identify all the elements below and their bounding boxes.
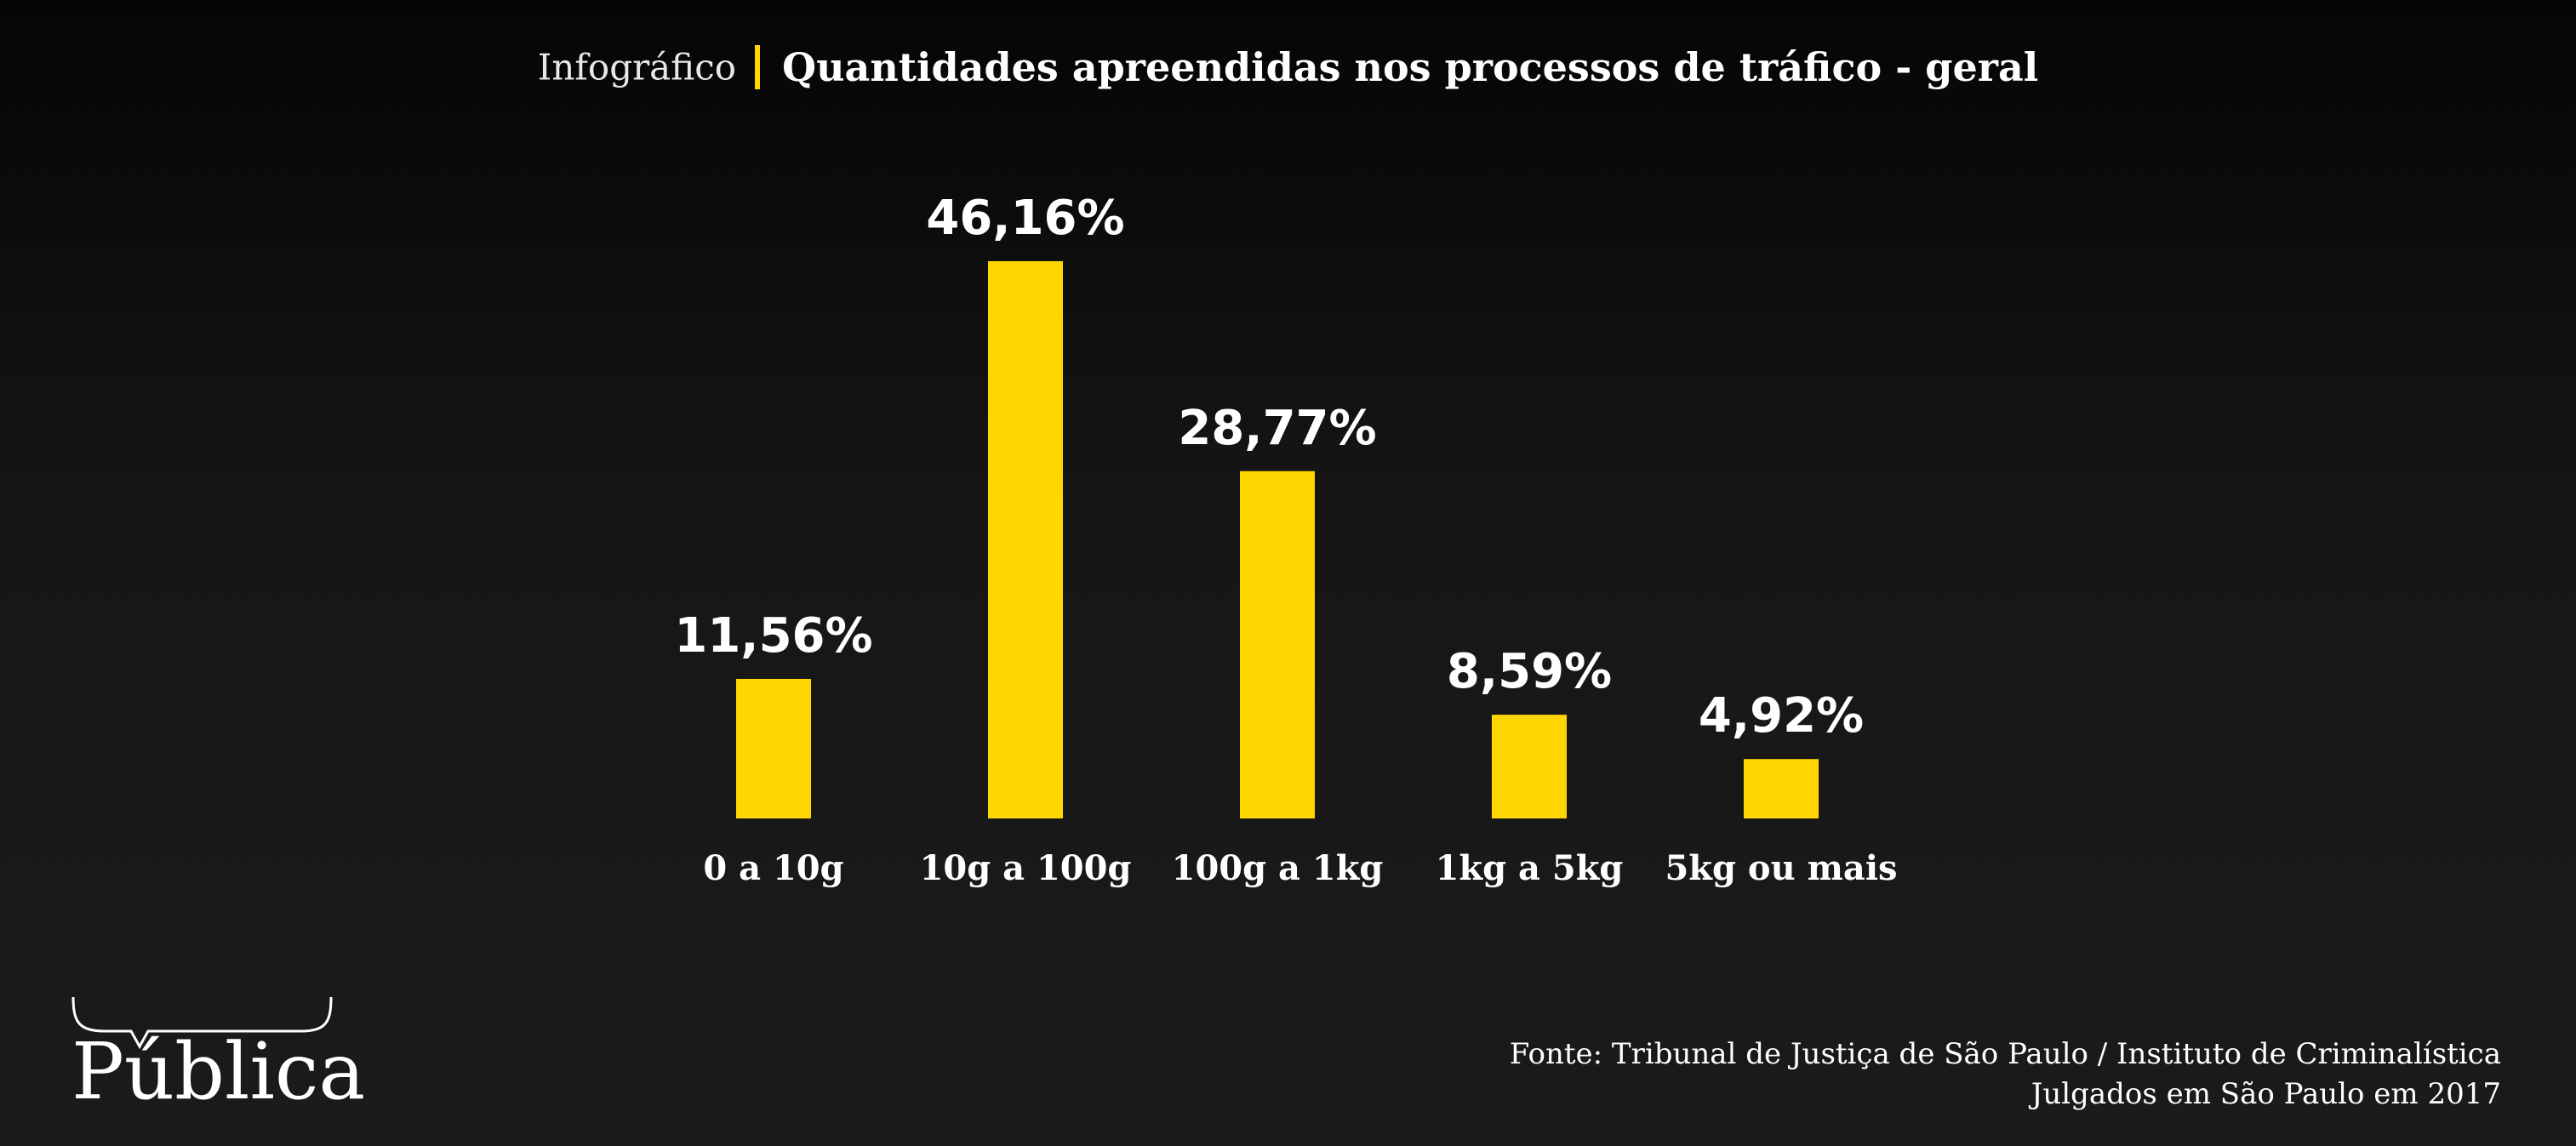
bar-2 — [988, 261, 1063, 818]
chart-header: Infográfico Quantidades apreendidas nos p… — [0, 44, 2576, 90]
value-label-5: 4,92% — [1699, 688, 1864, 744]
source-note: Fonte: Tribunal de Justiça de São Paulo … — [1510, 1035, 2501, 1115]
bar-5 — [1744, 759, 1819, 818]
value-label-4: 8,59% — [1447, 644, 1612, 699]
chart-title: Quantidades apreendidas nos processos de… — [782, 44, 2039, 90]
value-label-2: 46,16% — [926, 191, 1124, 246]
speech-bubble-icon — [71, 996, 333, 1050]
category-label-3: 100g a 1kg — [1172, 848, 1384, 888]
header-separator — [755, 45, 761, 89]
category-label-1: 0 a 10g — [703, 848, 843, 888]
bar-3 — [1240, 470, 1315, 818]
source-line-2: Julgados em São Paulo em 2017 — [2031, 1077, 2501, 1111]
bar-4 — [1492, 715, 1567, 818]
category-label-4: 1kg a 5kg — [1436, 848, 1624, 888]
category-label-2: 10g a 100g — [920, 848, 1132, 888]
publica-logo: Pública — [71, 995, 365, 1123]
infographic-label: Infográfico — [537, 46, 737, 88]
category-label-5: 5kg ou mais — [1665, 848, 1897, 888]
source-line-1: Fonte: Tribunal de Justiça de São Paulo … — [1509, 1037, 2501, 1071]
value-label-3: 28,77% — [1178, 401, 1376, 456]
bar-1 — [736, 678, 811, 818]
logo-wordmark: Pública — [71, 1026, 366, 1117]
value-label-1: 11,56% — [674, 608, 872, 664]
